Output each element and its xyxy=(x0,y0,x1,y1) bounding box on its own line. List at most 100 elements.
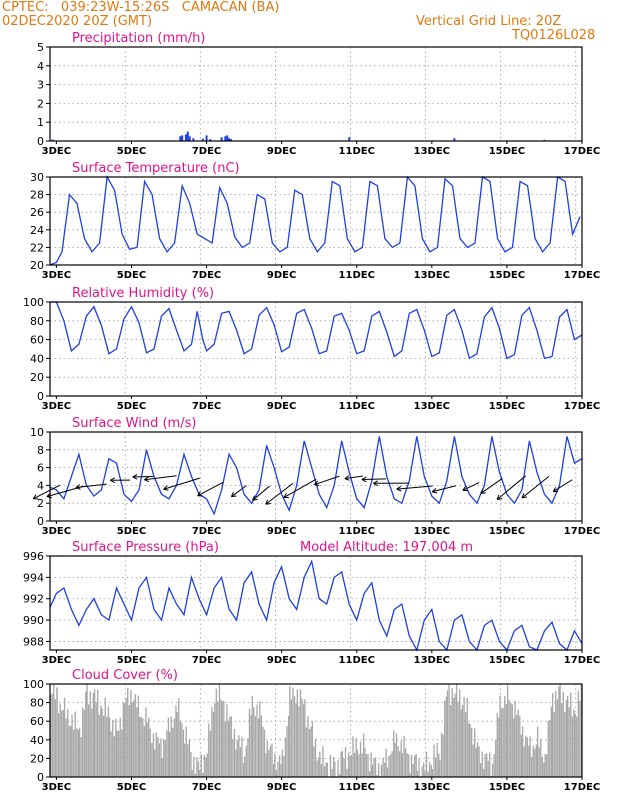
cloud-bar xyxy=(93,689,96,777)
panel-frame xyxy=(49,431,583,522)
y-tick-label: 5 xyxy=(37,41,44,54)
cloud-bar xyxy=(353,752,356,777)
cloud-bar xyxy=(67,709,69,777)
cloud-bar xyxy=(97,689,99,777)
rh-line xyxy=(50,301,583,360)
pres-annotation: Model Altitude: 197.004 m xyxy=(300,540,473,555)
x-tick-label: 5DEC xyxy=(117,782,146,793)
precip-bar xyxy=(348,137,351,141)
cloud-bar xyxy=(51,693,53,777)
cloud-bar xyxy=(429,762,431,777)
cloud-bar xyxy=(370,752,372,777)
cloud-bar xyxy=(344,746,347,777)
cloud-bar xyxy=(347,752,350,777)
cloud-bar xyxy=(54,699,57,777)
wind-arrow xyxy=(32,484,61,500)
panel-frame xyxy=(49,683,583,778)
pres-line xyxy=(49,559,583,652)
cloud-bar xyxy=(571,716,574,777)
y-tick-label: 996 xyxy=(23,550,44,563)
cloud-bar xyxy=(110,731,112,777)
cloud-bar xyxy=(232,738,234,777)
cloud-bar xyxy=(82,707,84,777)
station-header: CPTEC: 039:23W-15:26S CAMACAN (BA) xyxy=(2,0,280,15)
cloud-bar xyxy=(131,702,133,777)
cloud-bar xyxy=(401,753,404,777)
cloud-bar xyxy=(245,745,247,777)
cloud-bar xyxy=(439,760,441,777)
cloud-bar xyxy=(525,735,527,777)
cloud-bar xyxy=(115,718,117,777)
cloud-bar xyxy=(108,717,111,777)
precip-bar xyxy=(188,136,191,141)
cloud-bar xyxy=(104,697,106,777)
cloud-bar xyxy=(508,699,510,777)
cloud-bar xyxy=(142,718,144,777)
x-tick-label: 17DEC xyxy=(564,146,600,157)
cloud-bar xyxy=(485,753,488,777)
cloud-bar xyxy=(128,705,130,777)
cloud-bar xyxy=(466,697,468,777)
cloud-bar xyxy=(295,703,297,777)
cloud-bar xyxy=(164,739,166,777)
y-tick-label: 100 xyxy=(23,296,44,309)
wind-line xyxy=(49,436,583,516)
cloud-bar xyxy=(235,749,237,777)
cloud-bar xyxy=(397,745,399,777)
cloud-bar xyxy=(568,707,570,777)
cloud-bar xyxy=(182,729,185,777)
cloud-bar xyxy=(472,744,474,777)
cloud-bar xyxy=(143,726,146,777)
cloud-bar xyxy=(544,754,546,777)
cloud-bar xyxy=(341,750,344,777)
panel-wind: 0 2 4 6 8 10 3DEC 5DEC 7DEC 9DEC 11DEC 13DEC 15DEC 17… xyxy=(30,416,600,537)
cloud-bar xyxy=(453,697,455,777)
wind-title: Surface Wind (m/s) xyxy=(72,416,196,431)
y-tick-label: 20 xyxy=(30,752,44,765)
cloud-bar xyxy=(238,735,240,777)
rh-title: Relative Humidity (%) xyxy=(72,286,214,301)
x-tick-label: 13DEC xyxy=(414,270,450,281)
cloud-bar xyxy=(470,727,473,777)
cloud-bar xyxy=(179,720,181,777)
cloud-bar xyxy=(319,751,321,777)
precip-bar xyxy=(181,135,184,141)
cloud-bar xyxy=(322,745,324,777)
y-tick-label: 20 xyxy=(30,259,44,272)
cloud-bar xyxy=(365,753,368,777)
cloud-bar xyxy=(547,720,549,777)
cloud-bar xyxy=(326,762,329,777)
x-tick-label: 5DEC xyxy=(117,270,146,281)
wind-arrow xyxy=(344,475,363,480)
cloud-bar xyxy=(323,766,326,777)
cloud-bar xyxy=(367,754,369,777)
y-tick-label: 10 xyxy=(30,426,44,439)
cloud-bar xyxy=(320,764,323,777)
cloud-bar xyxy=(163,739,165,777)
cloud-bar xyxy=(260,715,263,777)
cloud-bar xyxy=(290,699,293,777)
cloud-bar xyxy=(284,737,287,777)
wind-arrow xyxy=(480,478,503,494)
cloud-bar xyxy=(167,717,170,777)
cloud-bar xyxy=(268,749,270,777)
y-tick-label: 4 xyxy=(37,479,44,492)
cloud-bar xyxy=(570,692,572,777)
cloud-bar xyxy=(340,751,342,777)
cloud-bar xyxy=(540,738,542,777)
cloud-bar xyxy=(483,769,485,777)
cloud-bar xyxy=(436,743,438,777)
cloud-bar xyxy=(209,730,212,777)
cloud-bar xyxy=(158,743,161,777)
cloud-bar xyxy=(430,765,432,777)
cloud-bar xyxy=(368,771,371,777)
cloud-bar xyxy=(212,711,215,777)
cloud-bar xyxy=(59,703,61,777)
cloud-bar xyxy=(155,732,157,777)
precip-bar xyxy=(209,139,212,141)
cloud-bar xyxy=(498,717,500,777)
cloud-bar xyxy=(194,773,196,777)
cloud-bar xyxy=(514,700,516,777)
cloud-bar xyxy=(313,746,315,777)
cloud-bar xyxy=(511,704,513,777)
